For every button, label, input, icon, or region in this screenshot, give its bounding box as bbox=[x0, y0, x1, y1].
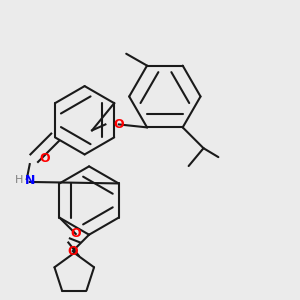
Text: O: O bbox=[39, 152, 50, 165]
Text: O: O bbox=[113, 118, 124, 131]
Text: O: O bbox=[68, 244, 78, 258]
Text: H: H bbox=[15, 176, 23, 185]
Text: N: N bbox=[25, 174, 35, 187]
Text: O: O bbox=[70, 227, 81, 241]
